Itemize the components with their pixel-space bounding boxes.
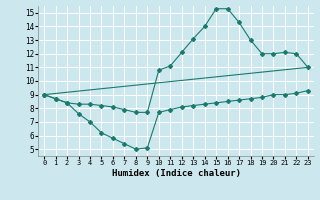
X-axis label: Humidex (Indice chaleur): Humidex (Indice chaleur) bbox=[111, 169, 241, 178]
